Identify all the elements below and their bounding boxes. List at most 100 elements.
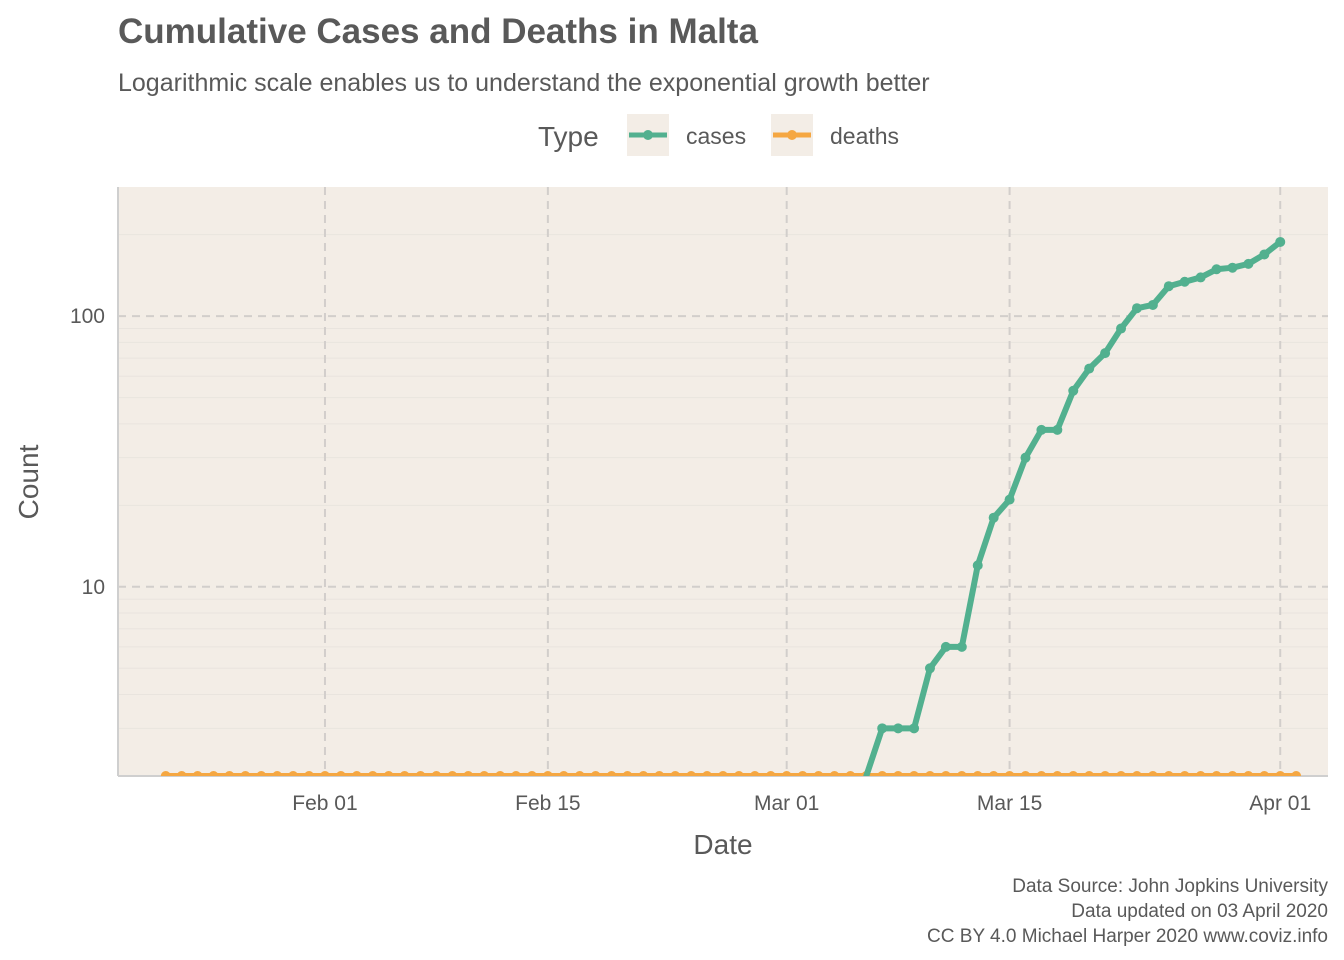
data-point-deaths — [718, 771, 728, 776]
data-point-cases — [1243, 258, 1254, 269]
data-point-deaths — [749, 771, 760, 776]
legend-key-point — [643, 130, 653, 140]
data-point-cases — [893, 723, 904, 734]
data-point-deaths — [1052, 771, 1063, 776]
data-point-deaths — [702, 771, 713, 776]
data-point-deaths — [240, 771, 251, 776]
data-point-cases — [909, 723, 920, 734]
data-point-cases — [1116, 323, 1127, 334]
data-point-deaths — [304, 771, 315, 776]
data-point-cases — [1084, 363, 1095, 374]
data-point-deaths — [733, 771, 744, 776]
gridlines — [118, 187, 1328, 776]
data-point-deaths — [590, 771, 601, 776]
data-point-deaths — [940, 771, 951, 776]
series-layer — [160, 236, 1302, 776]
legend-label-deaths: deaths — [830, 123, 899, 149]
data-point-cases — [1227, 262, 1238, 273]
data-point-deaths — [192, 771, 203, 776]
data-point-cases — [924, 663, 935, 674]
data-point-deaths — [1147, 771, 1158, 776]
data-point-deaths — [1179, 771, 1190, 776]
data-point-cases — [1100, 348, 1111, 359]
legend-title: Type — [538, 121, 599, 152]
data-point-deaths — [1195, 771, 1206, 776]
data-point-deaths — [606, 771, 617, 776]
data-point-deaths — [1004, 771, 1015, 776]
data-point-deaths — [1131, 771, 1142, 776]
data-point-cases — [1275, 236, 1286, 247]
data-point-deaths — [1275, 771, 1286, 776]
caption-line-license: CC BY 4.0 Michael Harper 2020 www.coviz.… — [927, 926, 1328, 947]
data-point-deaths — [813, 771, 824, 776]
data-point-deaths — [383, 771, 394, 776]
data-point-deaths — [367, 771, 378, 776]
data-point-cases — [1211, 264, 1222, 275]
data-point-deaths — [1116, 771, 1127, 776]
data-point-deaths — [877, 771, 888, 776]
data-point-cases — [1004, 494, 1015, 505]
data-point-deaths — [1100, 771, 1111, 776]
data-point-cases — [1195, 272, 1206, 283]
data-point-deaths — [558, 771, 569, 776]
data-point-deaths — [495, 771, 506, 776]
data-point-deaths — [288, 771, 299, 776]
data-point-cases — [1020, 452, 1031, 463]
y-axis-title: Count — [13, 444, 44, 519]
data-point-cases — [877, 723, 888, 734]
data-point-deaths — [829, 771, 840, 776]
data-point-cases — [1052, 424, 1063, 435]
data-point-deaths — [1036, 771, 1047, 776]
data-point-cases — [940, 641, 951, 652]
data-point-deaths — [256, 771, 267, 776]
data-point-deaths — [893, 771, 904, 776]
x-axis-ticks: Feb 01 Feb 15 Mar 01 Mar 15 Apr 01 — [292, 792, 1311, 815]
data-point-cases — [1163, 281, 1174, 292]
legend: Type cases deaths — [538, 114, 899, 156]
data-point-cases — [1147, 299, 1158, 310]
data-point-deaths — [1291, 771, 1302, 776]
data-point-deaths — [622, 771, 633, 776]
data-point-deaths — [781, 771, 792, 776]
data-point-deaths — [1243, 771, 1254, 776]
data-point-deaths — [479, 771, 490, 776]
data-point-deaths — [399, 771, 410, 776]
legend-key-point — [787, 130, 797, 140]
data-point-deaths — [670, 771, 681, 776]
y-tick-label: 100 — [70, 305, 105, 328]
data-point-cases — [988, 512, 999, 523]
data-point-deaths — [765, 771, 776, 776]
data-point-deaths — [1068, 771, 1079, 776]
chart-title: Cumulative Cases and Deaths in Malta — [118, 12, 758, 51]
x-tick-label: Apr 01 — [1249, 792, 1311, 815]
data-point-deaths — [1020, 771, 1031, 776]
legend-item-cases: cases — [627, 114, 746, 156]
x-tick-label: Mar 15 — [977, 792, 1042, 815]
data-point-deaths — [542, 771, 553, 776]
x-tick-label: Feb 15 — [515, 792, 580, 815]
x-tick-label: Feb 01 — [292, 792, 357, 815]
data-point-cases — [956, 641, 967, 652]
data-point-deaths — [224, 771, 235, 776]
data-point-deaths — [654, 771, 665, 776]
data-point-deaths — [845, 771, 856, 776]
legend-label-cases: cases — [686, 123, 746, 149]
data-point-deaths — [511, 771, 522, 776]
data-point-deaths — [686, 771, 697, 776]
data-point-deaths — [208, 771, 219, 776]
series-deaths — [160, 771, 1302, 776]
data-point-deaths — [431, 771, 442, 776]
data-point-deaths — [351, 771, 362, 776]
data-point-deaths — [972, 771, 983, 776]
data-point-deaths — [319, 771, 330, 776]
caption-line-updated: Data updated on 03 April 2020 — [1071, 901, 1328, 922]
data-point-cases — [972, 560, 983, 571]
data-point-deaths — [160, 771, 171, 776]
data-point-deaths — [956, 771, 967, 776]
data-point-cases — [1036, 424, 1047, 435]
plot-panel — [118, 187, 1328, 776]
data-point-deaths — [574, 771, 585, 776]
data-point-deaths — [272, 771, 283, 776]
y-tick-label: 10 — [82, 576, 105, 599]
